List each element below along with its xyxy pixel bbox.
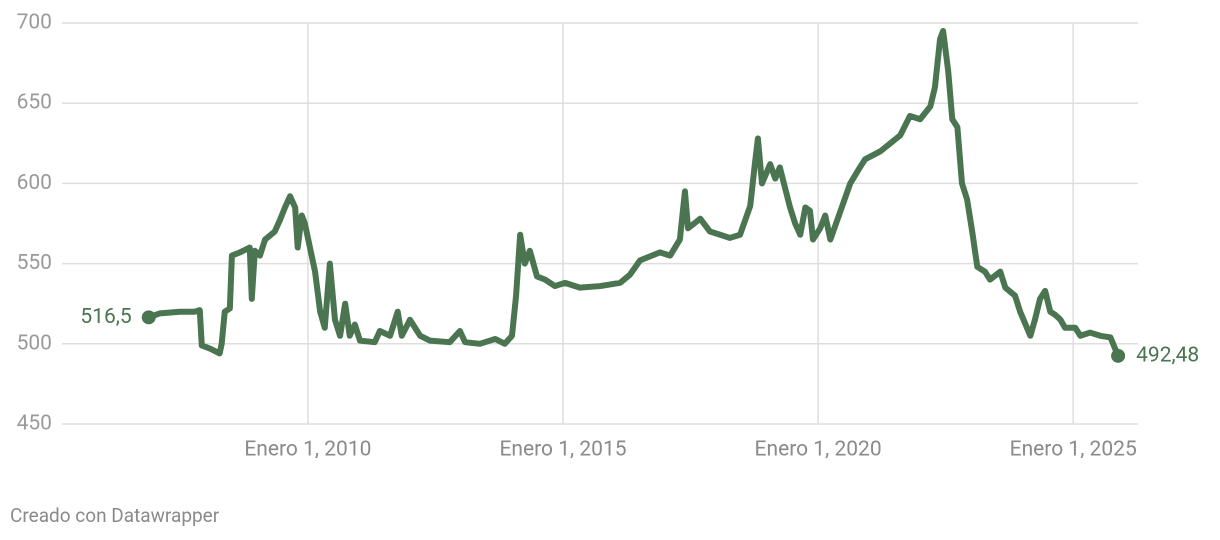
footer: Creado con Datawrapper [10,504,220,527]
y-tick-label: 600 [17,171,52,195]
value-label: 516,5 [80,305,131,329]
y-tick-label: 700 [17,11,52,35]
y-tick-label: 650 [17,91,52,115]
value-label: 492,48 [1136,343,1199,367]
x-tick-label: Enero 1, 2020 [755,438,882,462]
x-tick-label: Enero 1, 2015 [499,438,626,462]
x-tick-label: Enero 1, 2025 [1010,438,1137,462]
line [145,28,1122,359]
y-tick-label: 550 [17,251,52,275]
x-tick-label: Enero 1, 2010 [244,438,371,462]
end-point [141,310,156,325]
y-tick-label: 450 [17,412,52,436]
y-tick-label: 500 [17,331,52,355]
end-point [1111,348,1126,363]
